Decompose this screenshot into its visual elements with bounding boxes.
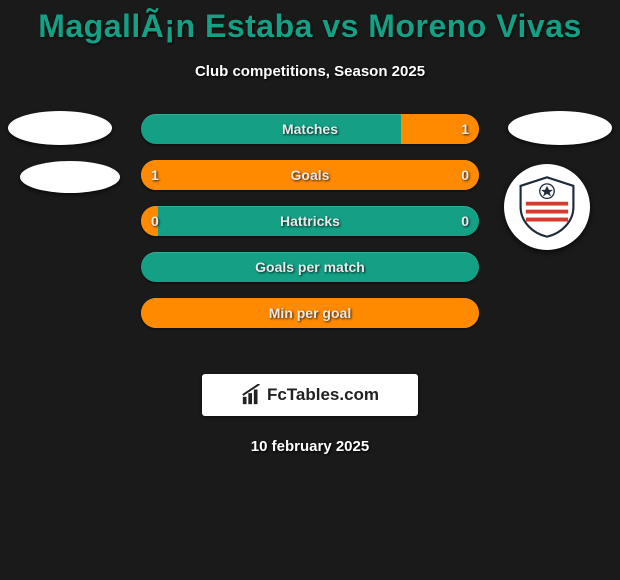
date: 10 february 2025 <box>0 438 620 455</box>
stat-bar: Goals1 0 <box>141 160 479 190</box>
stat-bar: Min per goal <box>141 298 479 328</box>
bar-value-left: 1 <box>151 167 159 183</box>
club-left-avatar <box>20 161 120 193</box>
bar-value-right: 1 <box>461 121 469 137</box>
bar-label: Goals per match <box>141 259 479 275</box>
watermark: FcTables.com <box>202 374 418 416</box>
bar-label: Hattricks <box>141 213 479 229</box>
comparison-area: Matches1Goals10Hattricks00Goals per matc… <box>0 114 620 374</box>
bar-label: Matches <box>141 121 479 137</box>
chart-icon <box>241 384 263 406</box>
player-left-avatar <box>8 111 112 145</box>
stat-bar: Matches1 <box>141 114 479 144</box>
bar-label: Goals <box>141 167 479 183</box>
club-right-badge <box>504 164 590 250</box>
page-title: MagallÃ¡n Estaba vs Moreno Vivas <box>0 0 620 45</box>
bar-label: Min per goal <box>141 305 479 321</box>
stat-bar: Goals per match <box>141 252 479 282</box>
stat-bar: Hattricks0 0 <box>141 206 479 236</box>
bars-container: Matches1Goals10Hattricks00Goals per matc… <box>141 114 479 344</box>
bar-value-left: 0 <box>151 213 159 229</box>
subtitle: Club competitions, Season 2025 <box>0 63 620 80</box>
player-right-avatar <box>508 111 612 145</box>
watermark-text: FcTables.com <box>267 385 379 405</box>
bar-value-right: 0 <box>461 167 469 183</box>
bar-value-right: 0 <box>461 213 469 229</box>
